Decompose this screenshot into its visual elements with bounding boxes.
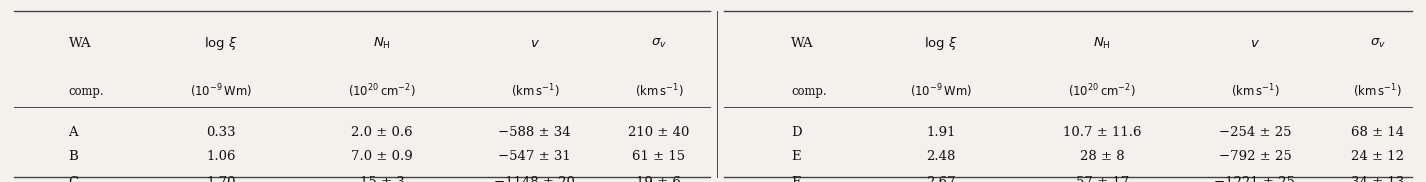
Text: $v$: $v$ bbox=[529, 37, 540, 50]
Text: $\sigma_{v}$: $\sigma_{v}$ bbox=[1369, 37, 1386, 50]
Text: $v$: $v$ bbox=[1249, 37, 1261, 50]
Text: −1148 ± 20: −1148 ± 20 bbox=[495, 175, 575, 182]
Text: −1221 ± 25: −1221 ± 25 bbox=[1215, 175, 1295, 182]
Text: 19 ± 6: 19 ± 6 bbox=[636, 175, 682, 182]
Text: 7.0 ± 0.9: 7.0 ± 0.9 bbox=[351, 150, 414, 163]
Text: 210 ± 40: 210 ± 40 bbox=[627, 126, 690, 139]
Text: comp.: comp. bbox=[791, 84, 827, 98]
Text: 0.33: 0.33 bbox=[207, 126, 235, 139]
Text: −547 ± 31: −547 ± 31 bbox=[498, 150, 572, 163]
Text: D: D bbox=[791, 126, 801, 139]
Text: 2.67: 2.67 bbox=[927, 175, 955, 182]
Text: 34 ± 13: 34 ± 13 bbox=[1350, 175, 1405, 182]
Text: 61 ± 15: 61 ± 15 bbox=[632, 150, 686, 163]
Text: −254 ± 25: −254 ± 25 bbox=[1219, 126, 1291, 139]
Text: $\log\,\xi$: $\log\,\xi$ bbox=[924, 35, 958, 52]
Text: 2.0 ± 0.6: 2.0 ± 0.6 bbox=[351, 126, 414, 139]
Text: $(\rm km\,s^{-1})$: $(\rm km\,s^{-1})$ bbox=[1231, 82, 1279, 100]
Text: 24 ± 12: 24 ± 12 bbox=[1350, 150, 1405, 163]
Text: −792 ± 25: −792 ± 25 bbox=[1218, 150, 1292, 163]
Text: 15 ± 3: 15 ± 3 bbox=[359, 175, 405, 182]
Text: 1.70: 1.70 bbox=[207, 175, 235, 182]
Text: 68 ± 14: 68 ± 14 bbox=[1350, 126, 1405, 139]
Text: $(10^{20}\,{\rm cm}^{-2})$: $(10^{20}\,{\rm cm}^{-2})$ bbox=[1068, 82, 1137, 100]
Text: 1.06: 1.06 bbox=[207, 150, 235, 163]
Text: 1.91: 1.91 bbox=[927, 126, 955, 139]
Text: $\sigma_{v}$: $\sigma_{v}$ bbox=[650, 37, 667, 50]
Text: −588 ± 34: −588 ± 34 bbox=[499, 126, 570, 139]
Text: B: B bbox=[68, 150, 78, 163]
Text: $N_{\rm H}$: $N_{\rm H}$ bbox=[374, 36, 391, 51]
Text: F: F bbox=[791, 175, 800, 182]
Text: C: C bbox=[68, 175, 78, 182]
Text: $(\rm km\,s^{-1})$: $(\rm km\,s^{-1})$ bbox=[1353, 82, 1402, 100]
Text: $(10^{20}\,{\rm cm}^{-2})$: $(10^{20}\,{\rm cm}^{-2})$ bbox=[348, 82, 416, 100]
Text: $N_{\rm H}$: $N_{\rm H}$ bbox=[1094, 36, 1111, 51]
Text: comp.: comp. bbox=[68, 84, 104, 98]
Text: 57 ± 17: 57 ± 17 bbox=[1075, 175, 1129, 182]
Text: A: A bbox=[68, 126, 78, 139]
Text: $(10^{-9}\,{\rm Wm})$: $(10^{-9}\,{\rm Wm})$ bbox=[190, 82, 252, 100]
Text: 2.48: 2.48 bbox=[927, 150, 955, 163]
Text: WA: WA bbox=[68, 37, 91, 50]
Text: $(\rm km\,s^{-1})$: $(\rm km\,s^{-1})$ bbox=[635, 82, 683, 100]
Text: 10.7 ± 11.6: 10.7 ± 11.6 bbox=[1062, 126, 1142, 139]
Text: WA: WA bbox=[791, 37, 814, 50]
Text: $(10^{-9}\,{\rm Wm})$: $(10^{-9}\,{\rm Wm})$ bbox=[910, 82, 973, 100]
Text: 28 ± 8: 28 ± 8 bbox=[1079, 150, 1125, 163]
Text: E: E bbox=[791, 150, 801, 163]
Text: $(\rm km\,s^{-1})$: $(\rm km\,s^{-1})$ bbox=[511, 82, 559, 100]
Text: $\log\,\xi$: $\log\,\xi$ bbox=[204, 35, 238, 52]
